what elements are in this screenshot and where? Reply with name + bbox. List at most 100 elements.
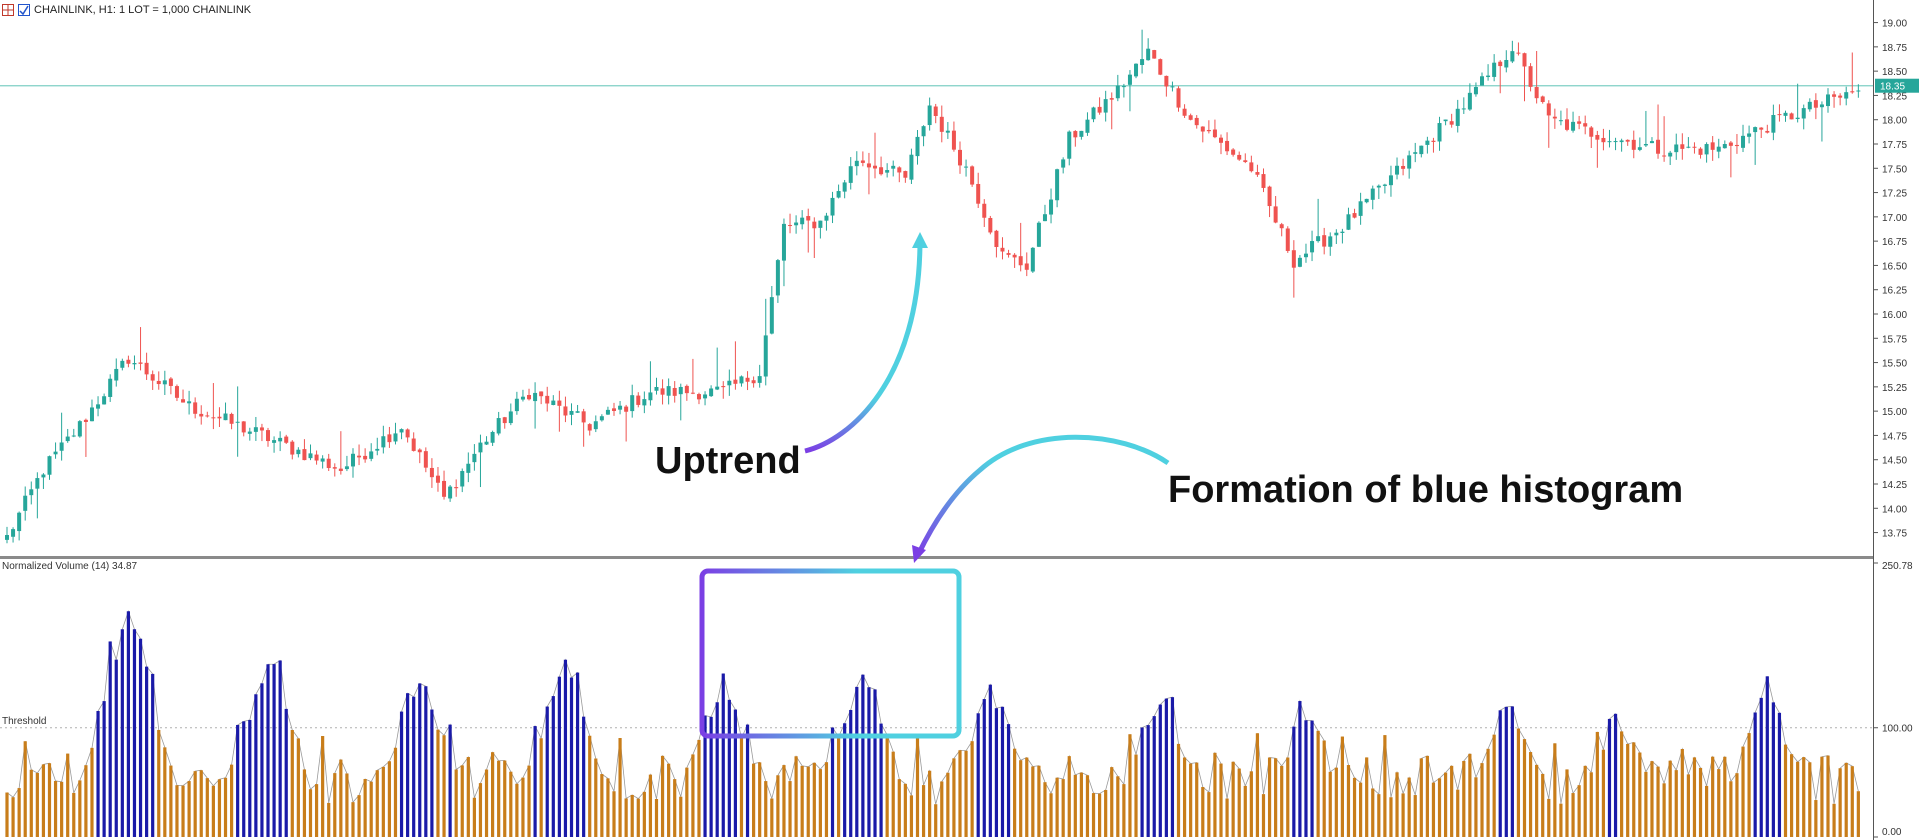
volume-bar[interactable] (266, 664, 270, 837)
candle[interactable] (65, 428, 70, 443)
candle[interactable] (266, 427, 271, 447)
candle[interactable] (690, 358, 695, 395)
volume-bar[interactable] (758, 762, 762, 837)
candle[interactable] (1765, 124, 1770, 134)
volume-bar[interactable] (1237, 768, 1241, 837)
candle[interactable] (181, 389, 186, 403)
volume-bar[interactable] (114, 659, 118, 837)
volume-bar[interactable] (679, 796, 683, 837)
candle[interactable] (332, 463, 337, 477)
volume-bar[interactable] (1480, 763, 1484, 837)
volume-bar[interactable] (1796, 761, 1800, 837)
volume-bar[interactable] (582, 716, 586, 837)
candle[interactable] (1364, 198, 1369, 204)
candle[interactable] (1073, 130, 1078, 147)
candle[interactable] (757, 364, 762, 388)
volume-bar[interactable] (60, 781, 64, 837)
volume-bar[interactable] (1006, 724, 1011, 837)
volume-bar[interactable] (1668, 760, 1672, 837)
candle[interactable] (1146, 38, 1151, 61)
volume-bar[interactable] (102, 701, 106, 837)
volume-bar[interactable] (1486, 748, 1490, 837)
volume-bar[interactable] (1741, 746, 1745, 837)
volume-bar[interactable] (1365, 757, 1369, 837)
volume-bar[interactable] (339, 759, 343, 837)
volume-bar[interactable] (369, 781, 373, 837)
volume-bar[interactable] (788, 781, 792, 837)
volume-bar[interactable] (1352, 777, 1357, 837)
volume-bar[interactable] (782, 765, 786, 837)
volume-bar[interactable] (928, 770, 932, 837)
volume-bar[interactable] (1650, 761, 1654, 837)
volume-bar[interactable] (72, 792, 76, 837)
candle[interactable] (472, 444, 477, 471)
candle[interactable] (17, 511, 22, 541)
candle[interactable] (502, 416, 507, 429)
volume-bar[interactable] (1110, 767, 1114, 837)
volume-bar[interactable] (1626, 743, 1630, 837)
candle[interactable] (211, 383, 216, 430)
candle[interactable] (1158, 58, 1163, 76)
volume-bar[interactable] (1176, 743, 1181, 837)
candle[interactable] (387, 426, 392, 448)
candle[interactable] (5, 526, 9, 544)
candle[interactable] (1819, 101, 1824, 142)
candle[interactable] (885, 163, 890, 178)
candle[interactable] (1067, 130, 1072, 166)
candle[interactable] (1206, 120, 1211, 134)
volume-bar[interactable] (879, 723, 883, 837)
candle[interactable] (1012, 253, 1017, 268)
volume-bar[interactable] (1553, 743, 1557, 837)
volume-bar[interactable] (393, 747, 398, 837)
volume-bar[interactable] (181, 785, 185, 837)
candle[interactable] (1783, 110, 1788, 122)
candle[interactable] (1698, 147, 1703, 159)
volume-bar[interactable] (1717, 769, 1721, 837)
volume-bar[interactable] (982, 699, 986, 837)
volume-bar[interactable] (600, 774, 604, 837)
volume-bar[interactable] (1528, 752, 1533, 837)
volume-bar[interactable] (478, 783, 483, 837)
candle[interactable] (1759, 127, 1764, 139)
volume-bar[interactable] (1692, 757, 1697, 837)
candle[interactable] (35, 472, 40, 519)
candle[interactable] (405, 428, 410, 443)
candle[interactable] (612, 402, 616, 416)
candle[interactable] (120, 358, 125, 371)
volume-bar[interactable] (23, 741, 27, 837)
volume-bar[interactable] (17, 788, 21, 837)
candle[interactable] (1540, 95, 1545, 104)
volume-bar[interactable] (594, 758, 598, 837)
candle[interactable] (89, 399, 94, 422)
candle[interactable] (235, 386, 240, 457)
candle[interactable] (1261, 168, 1266, 193)
candle[interactable] (199, 405, 204, 425)
volume-bar[interactable] (897, 779, 901, 837)
candle[interactable] (527, 388, 532, 401)
candle[interactable] (1528, 63, 1533, 92)
candle[interactable] (745, 371, 750, 391)
volume-bar[interactable] (1504, 706, 1508, 837)
volume-bar[interactable] (745, 724, 750, 837)
volume-bar[interactable] (551, 696, 555, 837)
volume-bar[interactable] (1280, 765, 1284, 837)
pane-separator[interactable] (0, 556, 1874, 559)
volume-bar[interactable] (1383, 735, 1387, 837)
candle[interactable] (478, 434, 483, 488)
candle[interactable] (624, 404, 629, 442)
candle[interactable] (1668, 150, 1673, 166)
candle[interactable] (71, 428, 76, 438)
candle[interactable] (1401, 158, 1406, 176)
volume-bar[interactable] (940, 781, 944, 837)
volume-bar[interactable] (1037, 765, 1041, 837)
volume-bar[interactable] (575, 672, 580, 837)
candle[interactable] (733, 341, 738, 390)
candle[interactable] (666, 378, 671, 405)
volume-bar[interactable] (921, 785, 926, 837)
volume-bar[interactable] (934, 804, 938, 837)
candle[interactable] (1747, 125, 1752, 144)
candle[interactable] (1534, 51, 1539, 104)
candle[interactable] (1097, 97, 1102, 115)
candle[interactable] (1395, 157, 1400, 180)
volume-bar[interactable] (946, 772, 950, 837)
